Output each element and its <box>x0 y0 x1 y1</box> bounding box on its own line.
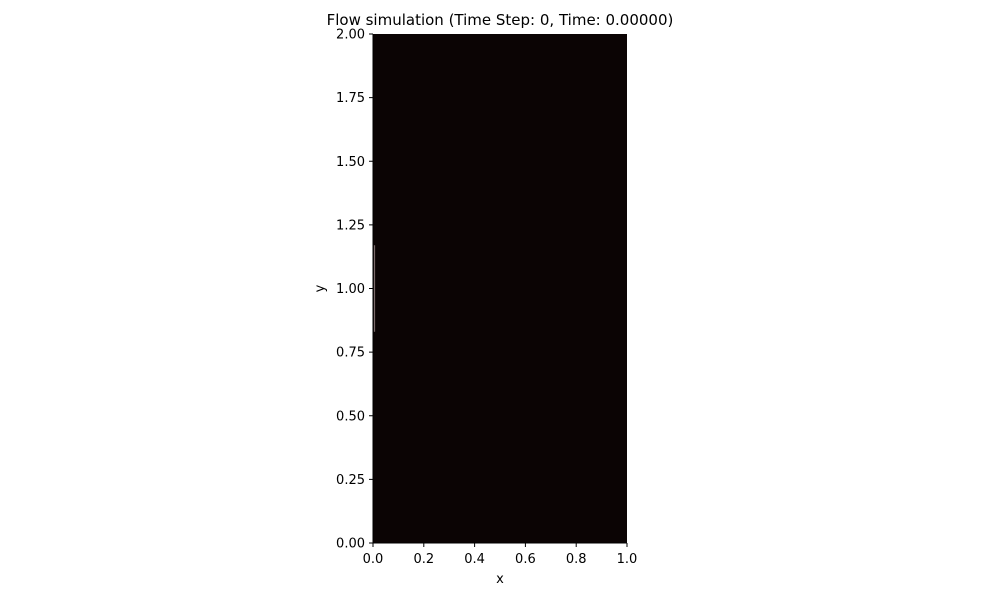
x-tick-label: 0.8 <box>566 552 587 567</box>
flow-field-heatmap <box>373 34 627 543</box>
x-axis-ticks: 0.0 0.2 0.4 0.6 0.8 1.0 <box>363 543 638 567</box>
y-tick-label: 1.75 <box>336 91 365 106</box>
y-tick-label: 2.00 <box>336 28 365 43</box>
y-tick-label: 0.75 <box>336 346 365 361</box>
x-tick-label: 0.4 <box>464 552 485 567</box>
x-tick-label: 0.2 <box>413 552 434 567</box>
x-tick-label: 0.0 <box>363 552 384 567</box>
y-tick-label: 0.25 <box>336 473 365 488</box>
x-tick-label: 0.6 <box>515 552 536 567</box>
x-axis-label: x <box>496 572 504 587</box>
chart-title: Flow simulation (Time Step: 0, Time: 0.0… <box>327 11 674 29</box>
y-tick-label: 0.50 <box>336 409 365 424</box>
y-tick-label: 1.50 <box>336 155 365 170</box>
y-tick-label: 0.00 <box>336 537 365 552</box>
y-axis-ticks: 0.00 0.25 0.50 0.75 1.00 1.25 1.50 1.75 2.00 <box>336 28 373 552</box>
y-tick-label: 1.25 <box>336 218 365 233</box>
y-tick-label: 1.00 <box>336 282 365 297</box>
y-axis-label: y <box>313 284 328 292</box>
x-tick-label: 1.0 <box>617 552 638 567</box>
